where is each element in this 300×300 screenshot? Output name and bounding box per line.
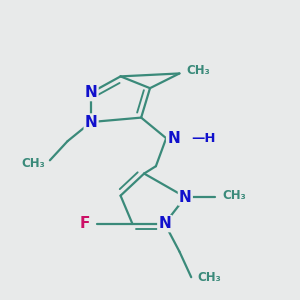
- Text: N: N: [85, 115, 98, 130]
- Text: —H: —H: [191, 132, 216, 145]
- Text: N: N: [167, 131, 180, 146]
- Text: N: N: [179, 190, 192, 205]
- Text: CH₃: CH₃: [187, 64, 211, 77]
- Text: F: F: [80, 216, 90, 231]
- Text: CH₃: CH₃: [22, 157, 46, 170]
- Text: CH₃: CH₃: [222, 189, 246, 202]
- Text: CH₃: CH₃: [197, 271, 221, 284]
- Text: N: N: [158, 216, 171, 231]
- Text: N: N: [85, 85, 98, 100]
